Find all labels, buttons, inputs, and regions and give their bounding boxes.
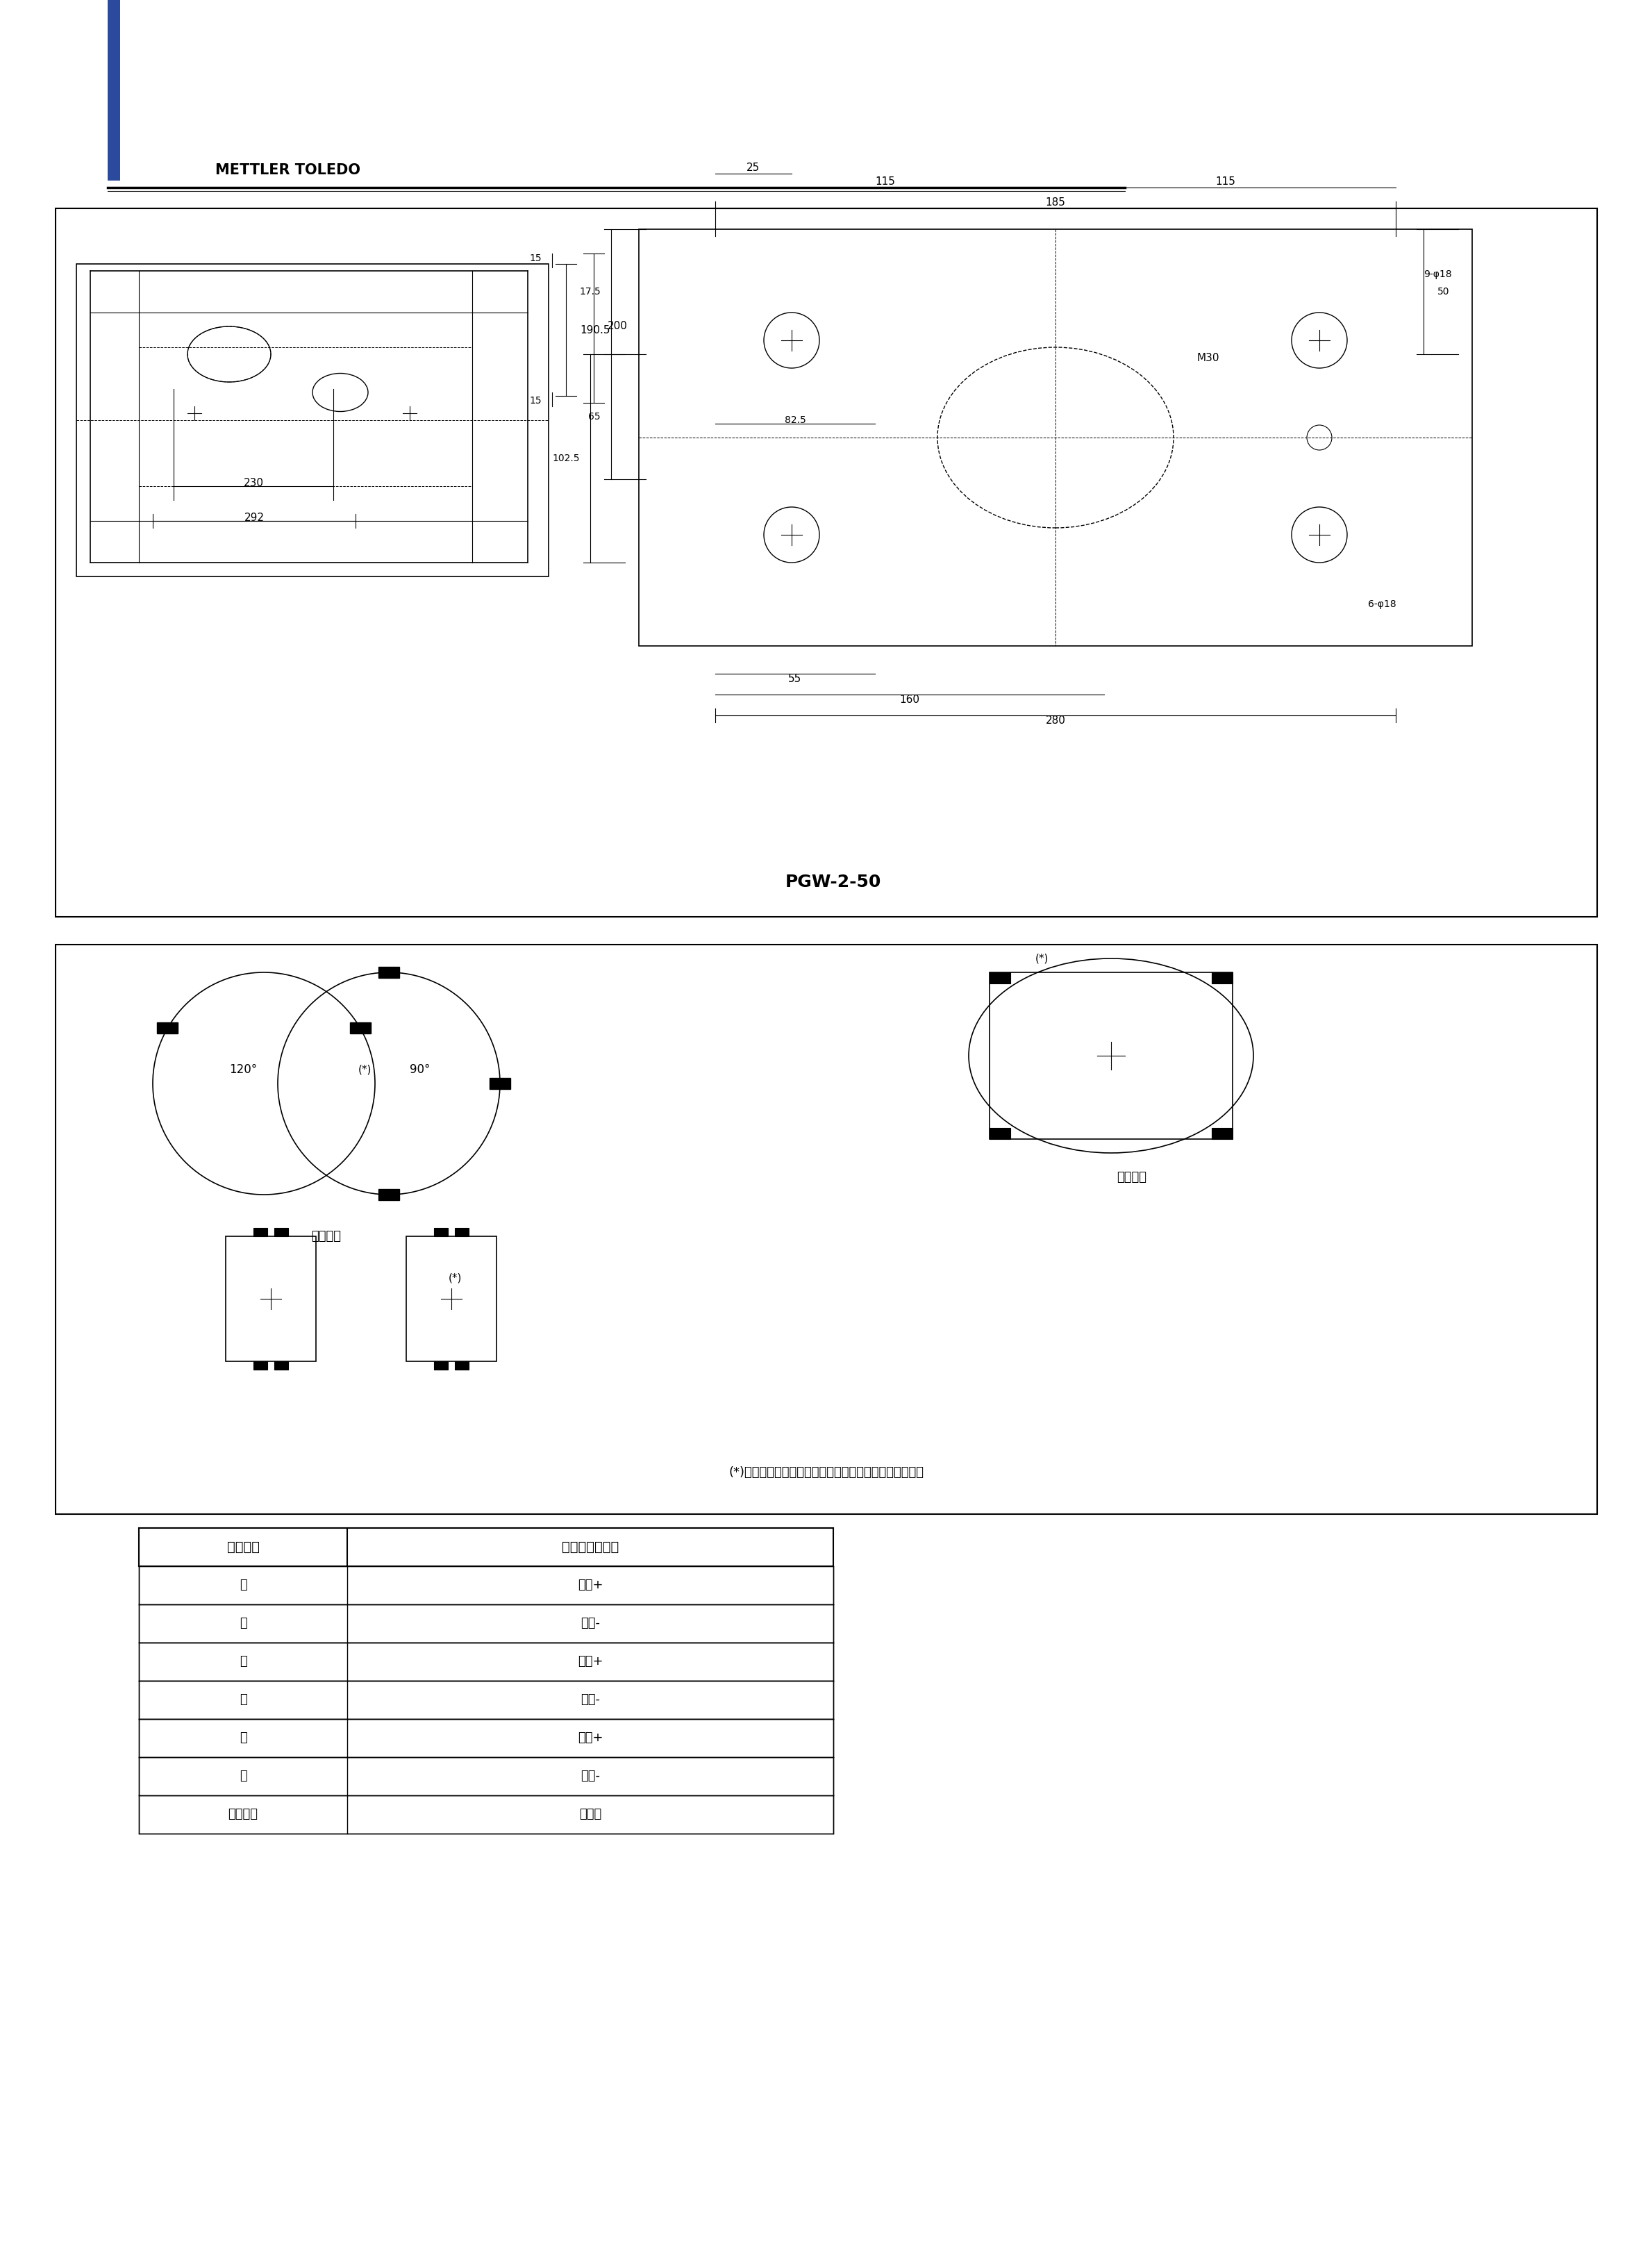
Text: PGW-2-50: PGW-2-50 <box>785 874 881 890</box>
Bar <box>639 229 1472 646</box>
Bar <box>226 1235 316 1361</box>
Text: 黄: 黄 <box>240 1655 246 1668</box>
Text: 黑: 黑 <box>240 1616 246 1630</box>
Text: 6-φ18: 6-φ18 <box>1368 599 1396 610</box>
Text: 蓝: 蓝 <box>240 1693 246 1706</box>
Bar <box>56 209 1597 917</box>
Text: 82.5: 82.5 <box>785 415 806 426</box>
Bar <box>378 966 400 978</box>
Text: METTLER TOLEDO: METTLER TOLEDO <box>215 164 360 177</box>
Text: 15: 15 <box>529 253 542 262</box>
Text: 115: 115 <box>876 177 895 186</box>
Text: 屏蔽线: 屏蔽线 <box>580 1807 601 1821</box>
Text: 190.5: 190.5 <box>580 325 610 334</box>
Text: 电缆颜色: 电缆颜色 <box>226 1540 259 1554</box>
Bar <box>139 1567 833 1605</box>
Text: 200: 200 <box>608 321 628 332</box>
Text: 25: 25 <box>747 164 760 173</box>
Text: M30: M30 <box>1198 352 1219 363</box>
Text: 绿: 绿 <box>240 1578 246 1592</box>
Text: 102.5: 102.5 <box>552 453 580 464</box>
Text: 292: 292 <box>244 511 264 522</box>
Text: 激励-: 激励- <box>580 1616 600 1630</box>
Text: 红: 红 <box>240 1769 246 1782</box>
Bar <box>139 1796 833 1834</box>
Text: 激励+: 激励+ <box>578 1578 603 1592</box>
Bar <box>157 1022 178 1034</box>
Text: 280: 280 <box>1046 715 1066 726</box>
Text: (*): (*) <box>448 1273 461 1282</box>
Bar <box>378 1188 400 1199</box>
Bar <box>107 0 121 182</box>
Text: 185: 185 <box>1046 197 1066 209</box>
Text: 信号-: 信号- <box>580 1769 600 1782</box>
Text: 反馈-: 反馈- <box>580 1693 600 1706</box>
Text: 115: 115 <box>1216 177 1236 186</box>
Bar <box>1213 973 1232 984</box>
Text: (*)矩形布置时，四只称重模块中有一只应去揉侧向限位。: (*)矩形布置时，四只称重模块中有一只应去揉侧向限位。 <box>729 1466 923 1480</box>
Bar <box>56 944 1597 1513</box>
Text: 55: 55 <box>788 675 801 684</box>
Text: 15: 15 <box>529 397 542 406</box>
Bar <box>253 1229 268 1235</box>
Bar <box>434 1361 448 1370</box>
Text: 230: 230 <box>243 478 264 489</box>
Bar <box>454 1361 469 1370</box>
Text: (*): (*) <box>358 1065 372 1074</box>
Text: 17.5: 17.5 <box>580 287 601 296</box>
Text: 矩形布置: 矩形布置 <box>1117 1170 1146 1184</box>
Bar <box>990 973 1011 984</box>
Bar <box>990 973 1232 1139</box>
Bar <box>253 1361 268 1370</box>
Bar <box>139 1720 833 1758</box>
Bar <box>990 1128 1011 1139</box>
Text: 色标（六芯线）: 色标（六芯线） <box>562 1540 620 1554</box>
Bar <box>139 1605 833 1643</box>
Bar <box>139 1643 833 1682</box>
Text: 白: 白 <box>240 1731 246 1744</box>
Bar <box>139 1529 833 1567</box>
Bar <box>406 1235 497 1361</box>
Text: 160: 160 <box>900 695 920 706</box>
Text: 黄（长）: 黄（长） <box>228 1807 258 1821</box>
Bar <box>274 1229 287 1235</box>
Text: 切向布置: 切向布置 <box>312 1231 342 1242</box>
Bar <box>1213 1128 1232 1139</box>
Bar <box>274 1361 287 1370</box>
Bar <box>139 1758 833 1796</box>
Text: 信号+: 信号+ <box>578 1731 603 1744</box>
Text: (*): (*) <box>1034 953 1049 964</box>
Text: 120°: 120° <box>230 1063 258 1076</box>
Bar <box>76 265 548 576</box>
Text: 50: 50 <box>1437 287 1449 296</box>
Bar <box>350 1022 370 1034</box>
Text: 65: 65 <box>588 413 601 421</box>
Bar <box>454 1229 469 1235</box>
Bar <box>139 1682 833 1720</box>
Bar <box>434 1229 448 1235</box>
Bar <box>489 1078 510 1090</box>
Text: 90°: 90° <box>410 1063 430 1076</box>
Text: 9-φ18: 9-φ18 <box>1424 269 1452 280</box>
Text: 反馈+: 反馈+ <box>578 1655 603 1668</box>
